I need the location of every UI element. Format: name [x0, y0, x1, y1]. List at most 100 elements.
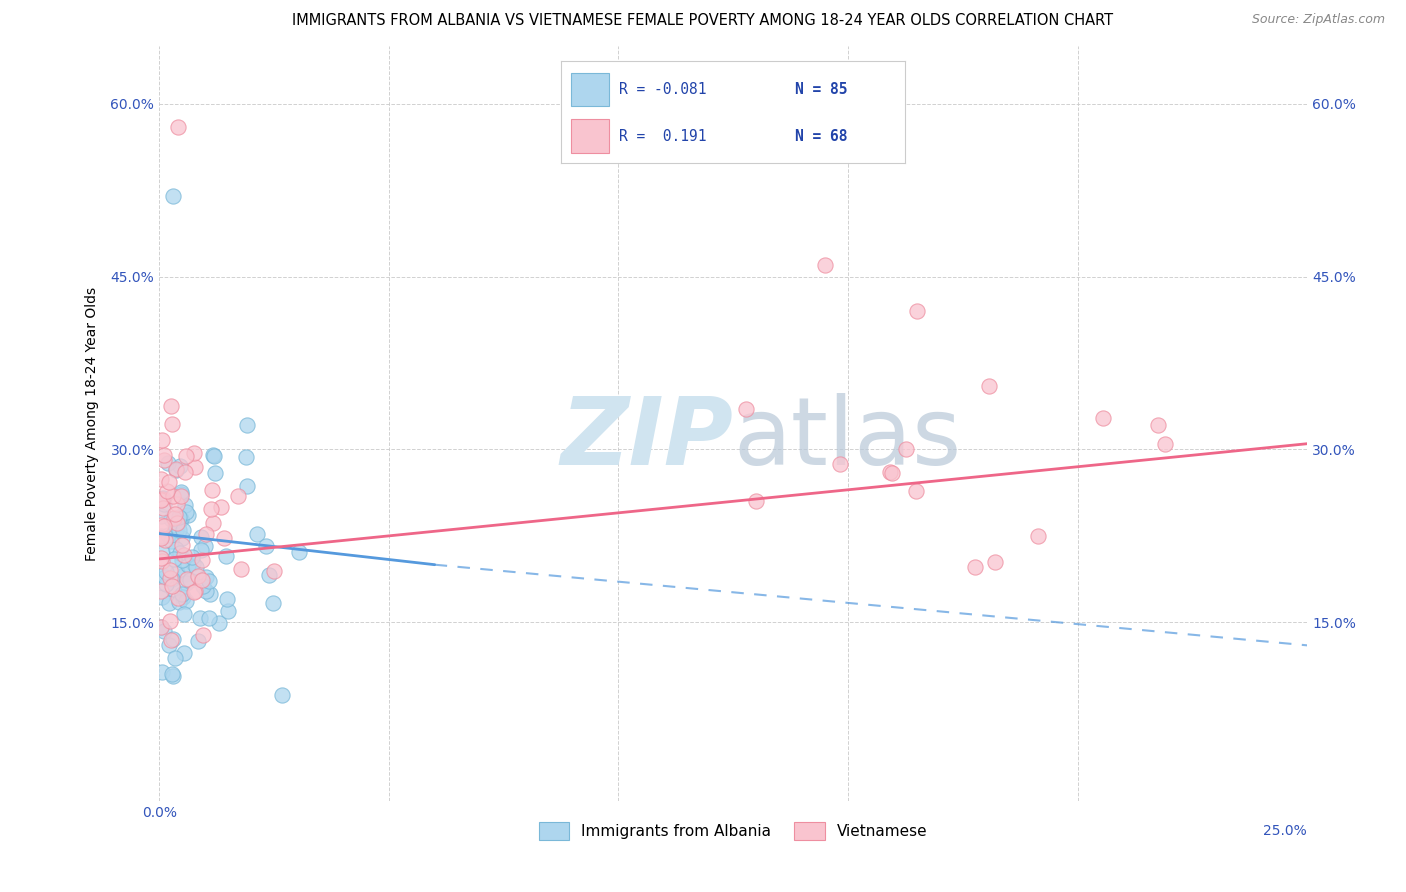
Point	[150, 590, 173, 604]
Point	[156, 483, 179, 498]
Point	[217, 604, 239, 618]
Point	[209, 500, 232, 515]
Point	[162, 489, 184, 503]
Point	[183, 584, 205, 599]
Point	[190, 530, 212, 544]
Point	[262, 596, 284, 610]
Point	[155, 565, 177, 579]
Point	[173, 566, 195, 581]
Point	[166, 591, 188, 606]
Point	[149, 531, 172, 545]
Point	[152, 491, 174, 506]
Point	[165, 517, 187, 532]
Point	[212, 531, 235, 545]
Point	[149, 517, 172, 532]
Point	[159, 614, 181, 628]
Point	[191, 573, 214, 587]
Point	[159, 571, 181, 585]
Point	[157, 475, 180, 490]
Point	[828, 457, 851, 471]
Point	[153, 624, 176, 638]
Point	[894, 442, 917, 456]
Y-axis label: Female Poverty Among 18-24 Year Olds: Female Poverty Among 18-24 Year Olds	[86, 286, 100, 560]
Point	[979, 379, 1001, 393]
Text: IMMIGRANTS FROM ALBANIA VS VIETNAMESE FEMALE POVERTY AMONG 18-24 YEAR OLDS CORRE: IMMIGRANTS FROM ALBANIA VS VIETNAMESE FE…	[292, 13, 1114, 29]
Point	[191, 628, 214, 642]
Point	[150, 492, 173, 507]
Point	[163, 510, 186, 524]
Point	[201, 449, 224, 463]
Point	[157, 596, 180, 610]
Point	[153, 570, 176, 584]
Point	[184, 560, 207, 574]
Point	[879, 465, 901, 479]
Point	[188, 611, 211, 625]
Point	[236, 478, 259, 492]
Point	[236, 417, 259, 432]
Point	[198, 574, 221, 589]
Point	[745, 494, 768, 508]
Point	[198, 587, 221, 601]
Point	[191, 553, 214, 567]
Point	[162, 669, 184, 683]
Point	[149, 473, 172, 487]
Point	[153, 453, 176, 467]
Point	[176, 572, 198, 586]
Text: Source: ZipAtlas.com: Source: ZipAtlas.com	[1251, 13, 1385, 27]
Point	[170, 489, 193, 503]
Point	[169, 514, 191, 528]
Point	[905, 304, 928, 318]
Point	[160, 579, 183, 593]
Point	[183, 445, 205, 459]
Point	[202, 449, 225, 463]
Point	[1147, 418, 1170, 433]
Point	[1026, 529, 1049, 543]
Point	[165, 461, 187, 475]
Point	[200, 483, 222, 497]
Point	[169, 458, 191, 473]
Point	[170, 587, 193, 601]
Point	[235, 450, 257, 464]
Point	[166, 566, 188, 581]
Point	[167, 595, 190, 609]
Point	[201, 516, 224, 530]
Point	[170, 487, 193, 501]
Point	[170, 553, 193, 567]
Point	[153, 519, 176, 533]
Point	[204, 467, 226, 481]
Point	[165, 523, 187, 537]
Point	[163, 650, 186, 665]
Point	[226, 489, 249, 503]
Text: 25.0%: 25.0%	[1264, 823, 1308, 838]
Point	[166, 516, 188, 531]
Point	[172, 591, 194, 605]
Point	[149, 620, 172, 634]
Point	[194, 583, 217, 598]
Point	[150, 584, 173, 599]
Point	[882, 467, 904, 481]
Point	[153, 497, 176, 511]
Point	[176, 593, 198, 607]
Point	[167, 523, 190, 537]
Point	[187, 634, 209, 648]
Point	[149, 509, 172, 524]
Point	[184, 460, 207, 475]
Point	[904, 484, 927, 499]
Point	[187, 569, 209, 583]
Point	[200, 501, 222, 516]
Point	[1154, 437, 1177, 451]
Point	[814, 258, 837, 272]
Point	[254, 539, 277, 553]
Point	[176, 505, 198, 519]
Point	[170, 484, 193, 499]
Point	[173, 498, 195, 512]
Point	[271, 688, 294, 702]
Point	[165, 463, 187, 477]
Point	[162, 582, 184, 597]
Point	[215, 592, 238, 607]
Point	[174, 449, 197, 463]
Point	[150, 550, 173, 565]
Point	[246, 527, 269, 541]
Point	[150, 433, 173, 447]
Point	[181, 549, 204, 564]
